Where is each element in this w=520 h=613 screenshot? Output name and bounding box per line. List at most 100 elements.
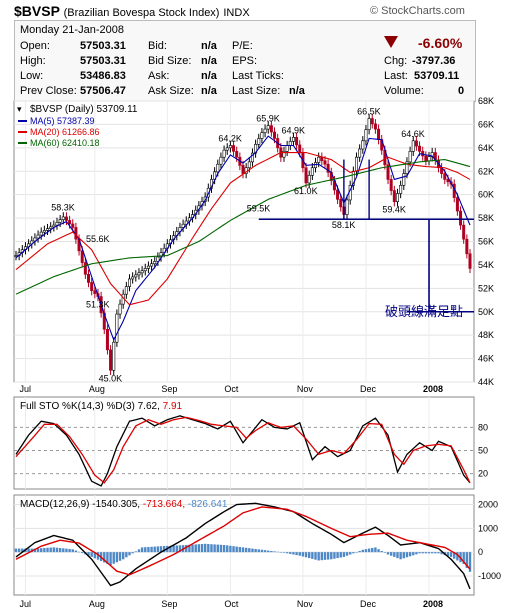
series-signal	[15, 506, 471, 576]
y-tick-label: 60K	[478, 190, 494, 200]
price-candle	[247, 161, 251, 169]
symbol-name: (Brazilian Bovespa Stock Index)	[63, 7, 220, 19]
histogram-bar	[285, 552, 289, 554]
histogram-bar	[399, 552, 402, 560]
price-annotation: 64.2K	[218, 133, 242, 143]
histogram-bar	[17, 548, 21, 553]
last-ticks-label: Last Ticks:	[232, 70, 284, 82]
histogram-bar	[200, 544, 204, 553]
price-candle	[307, 175, 311, 184]
histogram-bar	[462, 552, 465, 565]
histogram-bar	[393, 552, 396, 557]
histogram-bar	[33, 548, 37, 553]
histogram-bar	[229, 545, 232, 553]
price-title-marker: ▾	[17, 104, 22, 114]
low-value: 53486.83	[80, 70, 126, 82]
price-candle	[216, 163, 220, 173]
price-candle	[140, 270, 144, 274]
price-candle	[408, 151, 412, 163]
price-title: $BVSP (Daily) 53709.11	[30, 104, 138, 115]
price-candle	[241, 165, 245, 174]
histogram-bar	[178, 545, 182, 553]
price-annotation: 58.3K	[51, 203, 75, 213]
histogram-bar	[468, 552, 472, 572]
open-label: Open:	[20, 40, 50, 52]
price-candle	[310, 167, 314, 176]
histogram-bar	[424, 552, 428, 554]
x-tick-label: Sep	[161, 384, 177, 394]
price-candle	[373, 123, 377, 130]
histogram-bar	[301, 552, 305, 557]
sto-title: Full STO %K(14,3) %D(3) 7.62, 7.91	[20, 401, 183, 412]
price-candle	[285, 145, 289, 152]
y-tick-label: -1000	[478, 571, 501, 581]
price-candle	[61, 216, 65, 220]
sto-y-axis: 80 50 20	[478, 422, 488, 478]
series-macd	[15, 502, 471, 590]
price-candle	[134, 274, 138, 278]
histogram-bar	[197, 544, 201, 553]
price-candle	[80, 250, 84, 263]
histogram-bar	[440, 552, 443, 555]
x-tick-label: Oct	[224, 384, 239, 394]
price-candle	[137, 272, 141, 276]
price-candle	[93, 290, 97, 294]
histogram-bar	[352, 552, 355, 554]
price-candle	[55, 222, 59, 226]
price-candle	[389, 179, 393, 191]
histogram-bar	[430, 552, 434, 554]
histogram-bar	[342, 552, 346, 557]
macd-title-hist: -826.641	[188, 499, 228, 510]
histogram-bar	[304, 552, 308, 558]
histogram-bar	[292, 552, 295, 555]
x-tick-label: Sep	[161, 599, 177, 609]
histogram-bar	[172, 545, 175, 553]
histogram-bar	[71, 549, 74, 553]
histogram-bar	[267, 550, 270, 553]
price-candle	[250, 152, 254, 163]
x-tick-label: 2008	[423, 599, 443, 609]
histogram-bar	[96, 552, 100, 560]
sto-title-d: 7.91	[163, 401, 183, 412]
price-candle	[71, 223, 75, 228]
price-candle	[392, 190, 396, 202]
histogram-bar	[62, 548, 65, 553]
price-legend: MA(5) 57387.39 MA(20) 61266.86 MA(60) 62…	[18, 116, 100, 148]
ask-size-label: Ask Size:	[148, 85, 194, 97]
price-annotation: 58.1K	[332, 220, 356, 230]
price-candle	[131, 276, 135, 280]
y-tick-label: 50	[478, 446, 488, 456]
price-candle	[36, 234, 40, 239]
histogram-bar	[364, 549, 368, 553]
histogram-bar	[159, 546, 163, 553]
histogram-bar	[279, 552, 283, 553]
series--k	[15, 415, 471, 487]
copyright-text: © StockCharts.com	[370, 5, 465, 17]
macd-panel	[13, 494, 475, 596]
sto-lines	[15, 415, 471, 487]
price-candle	[260, 132, 264, 139]
price-candle	[49, 226, 53, 229]
price-annotation: 64.6K	[401, 129, 425, 139]
histogram-bar	[465, 552, 469, 568]
price-candle	[105, 329, 109, 351]
x-tick-label: Aug	[89, 384, 105, 394]
histogram-bar	[203, 543, 207, 553]
macd-y-axis: 2000 1000 0 -1000	[478, 500, 501, 581]
histogram-bar	[421, 552, 424, 554]
price-candle	[146, 265, 150, 269]
price-candle	[427, 156, 431, 162]
histogram-bar	[396, 552, 399, 559]
histogram-bar	[27, 548, 30, 553]
histogram-bar	[43, 547, 46, 553]
histogram-bar	[402, 552, 405, 559]
histogram-bar	[93, 552, 97, 559]
price-candle	[64, 216, 68, 221]
histogram-bar	[77, 551, 81, 553]
price-candle	[405, 161, 409, 174]
price-candle	[459, 210, 463, 226]
histogram-bar	[389, 552, 393, 556]
price-annotation: 59.5K	[247, 204, 271, 214]
